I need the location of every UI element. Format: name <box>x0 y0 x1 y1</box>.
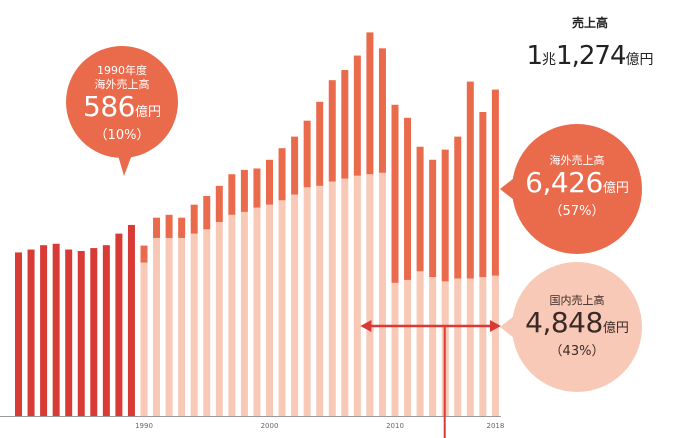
x-tick-label: 1990 <box>135 422 153 430</box>
bar-overseas <box>190 204 198 234</box>
bar-domestic <box>391 282 399 416</box>
bar-overseas <box>416 146 424 272</box>
bar-total <box>40 245 48 416</box>
overseas-1990-bubble: 1990年度 海外売上高 586億円 （10%） <box>66 46 178 158</box>
bar-overseas <box>353 55 361 176</box>
bar-domestic <box>416 271 424 416</box>
bar-domestic <box>366 174 374 416</box>
bar-total <box>15 252 22 416</box>
overseas-title: 海外売上高 <box>549 154 605 167</box>
bar-overseas <box>429 159 437 278</box>
period-arrow-right-head <box>489 320 501 332</box>
bar-overseas <box>378 48 386 173</box>
bar-domestic <box>165 237 173 416</box>
period-arrow-left-head <box>360 320 372 332</box>
bar-overseas <box>278 148 286 201</box>
x-tick-label: 2000 <box>261 422 279 430</box>
bar-domestic <box>316 185 324 416</box>
bar-overseas <box>253 168 261 208</box>
domestic-title: 国内売上高 <box>549 294 605 307</box>
bar-overseas <box>466 81 474 279</box>
bar-overseas <box>366 32 374 175</box>
bar-overseas <box>178 217 186 238</box>
bar-overseas <box>316 101 324 186</box>
domestic-pct: （43%） <box>549 344 605 359</box>
bar-domestic <box>240 211 248 416</box>
bar-domestic <box>328 181 336 416</box>
bubble-1990-pointer <box>117 152 133 176</box>
bar-domestic <box>454 278 462 416</box>
x-tick-label: 2018 <box>486 422 504 430</box>
bar-overseas <box>215 185 223 223</box>
bar-domestic <box>479 277 487 416</box>
bar-overseas <box>228 174 236 215</box>
bar-overseas <box>266 159 273 205</box>
bubble-1990-title-1: 1990年度 <box>97 64 147 77</box>
overseas-pct: （57%） <box>549 204 605 219</box>
bar-domestic <box>291 194 299 416</box>
bar-domestic <box>266 204 273 416</box>
bar-overseas <box>341 70 349 179</box>
domestic-value: 4,848億円 <box>525 306 629 339</box>
bar-domestic <box>228 214 236 416</box>
bar-total <box>52 243 60 416</box>
bar-total <box>90 248 98 416</box>
bar-domestic <box>341 178 349 416</box>
bar-domestic <box>378 172 386 416</box>
bar-overseas <box>328 80 336 182</box>
bar-overseas <box>404 117 412 280</box>
total-sales-callout: 売上高 1兆1,274億円 <box>520 14 660 71</box>
bar-domestic <box>215 222 223 416</box>
bar-domestic <box>278 200 286 416</box>
total-sales-value: 1兆1,274億円 <box>526 41 654 71</box>
bar-total <box>27 249 35 416</box>
bar-total <box>102 245 110 416</box>
total-sales-label: 売上高 <box>571 16 608 30</box>
bubble-domestic-pointer <box>500 316 514 338</box>
bubble-1990-title-2: 海外売上高 <box>94 78 150 91</box>
bar-overseas <box>240 169 248 212</box>
bubble-1990-pct: （10%） <box>94 128 150 143</box>
bar-domestic <box>190 233 198 416</box>
bar-total <box>77 250 85 416</box>
bubble-1990-value: 586億円 <box>83 90 161 123</box>
bar-domestic <box>153 237 161 416</box>
bar-domestic <box>353 175 361 416</box>
bar-total <box>115 233 123 416</box>
bar-domestic <box>491 275 499 416</box>
overseas-sales-bubble: 海外売上高 6,426億円 （57%） <box>512 124 642 254</box>
domestic-sales-bubble: 国内売上高 4,848億円 （43%） <box>512 262 642 392</box>
bar-total <box>65 249 73 416</box>
bar-overseas <box>491 89 499 276</box>
bar-domestic <box>203 229 211 416</box>
bar-domestic <box>466 278 474 416</box>
bubble-overseas-pointer <box>500 178 514 200</box>
bar-total <box>127 224 135 416</box>
bar-domestic <box>253 207 261 416</box>
bar-domestic <box>429 277 437 416</box>
x-tick-label: 2010 <box>386 422 404 430</box>
bar-overseas <box>454 136 462 279</box>
bar-domestic <box>404 279 412 416</box>
bar-overseas <box>441 149 449 282</box>
bar-overseas <box>165 214 173 238</box>
bar-overseas <box>479 112 487 278</box>
bar-overseas <box>291 136 299 195</box>
bar-domestic <box>140 262 148 416</box>
bar-domestic <box>178 237 186 416</box>
bar-overseas <box>303 120 311 188</box>
overseas-value: 6,426億円 <box>525 166 629 199</box>
bar-overseas <box>153 217 161 238</box>
bar-overseas <box>140 245 148 263</box>
bar-overseas <box>203 195 211 230</box>
bar-overseas <box>391 104 399 283</box>
bar-domestic <box>303 187 311 416</box>
